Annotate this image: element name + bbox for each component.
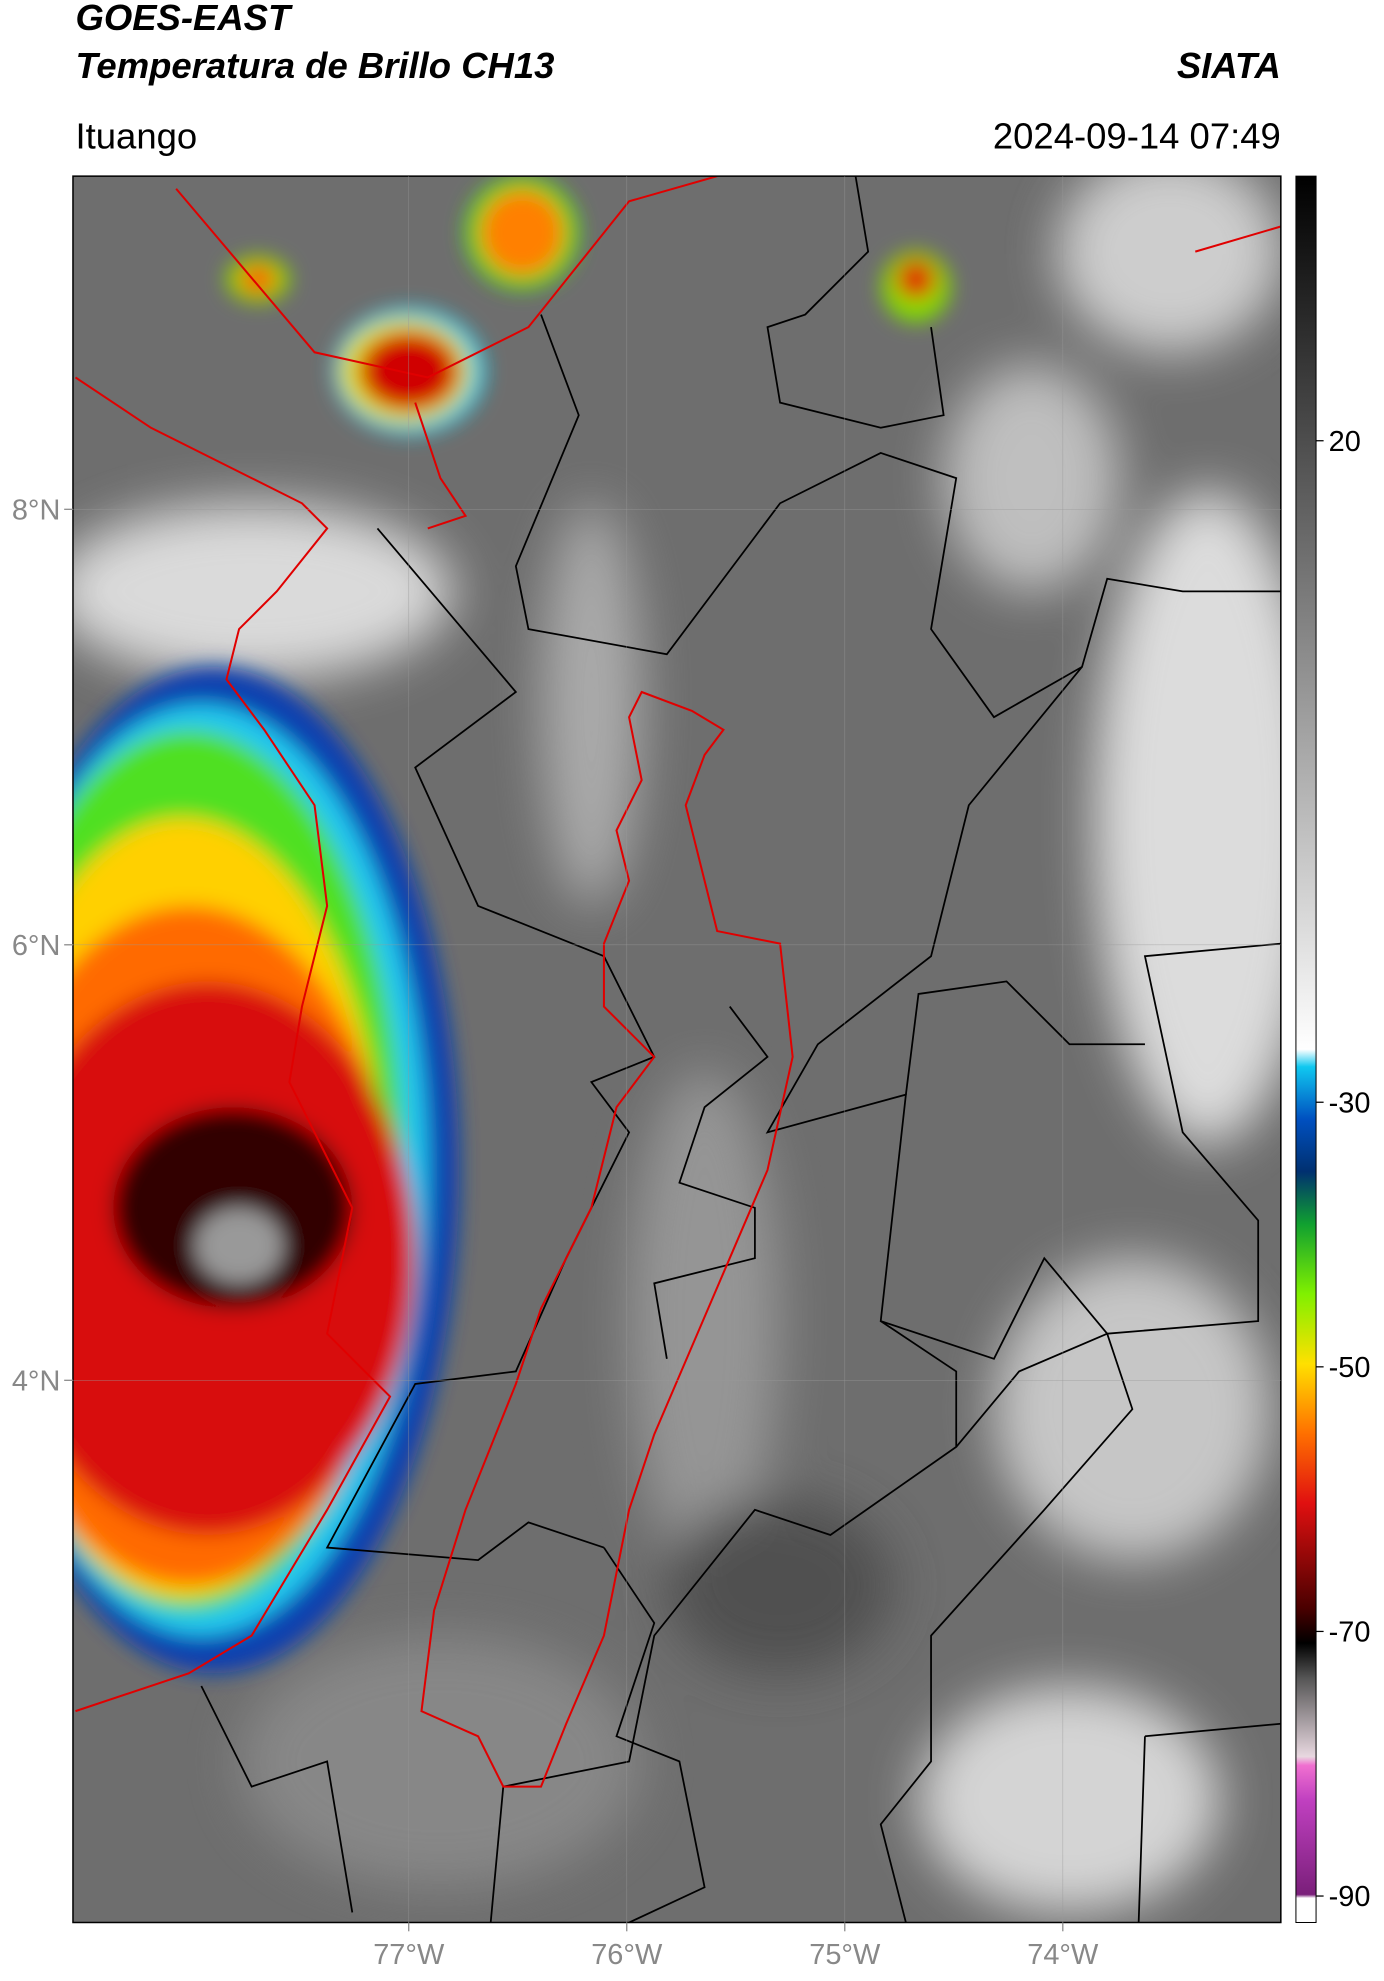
y-tick-label: 6°N	[12, 930, 61, 962]
colorbar-tick-label: -50	[1329, 1352, 1371, 1384]
y-tick-label: 8°N	[12, 494, 61, 526]
x-tick-label: 77°W	[373, 1939, 445, 1971]
axes: 77°W 76°W 75°W 74°W 8°N 6°N 4°N	[12, 176, 1281, 1971]
colorbar-tick-label: -70	[1329, 1617, 1371, 1649]
colorbar-tick-label: -90	[1329, 1881, 1371, 1913]
x-tick-label: 75°W	[809, 1939, 881, 1971]
x-tick-label: 76°W	[591, 1939, 663, 1971]
x-tick-label: 74°W	[1027, 1939, 1099, 1971]
colorbar-axis: 20 -30 -50 -70 -90	[1316, 426, 1370, 1913]
colorbar	[1295, 175, 1317, 1923]
colorbar-tick-label: -30	[1329, 1087, 1371, 1119]
map-frame	[72, 175, 1282, 1924]
y-tick-label: 4°N	[12, 1365, 61, 1397]
location: Ituango	[75, 115, 197, 156]
colorbar-tick-label: 20	[1329, 426, 1361, 458]
subtitle: Temperatura de Brillo CH13	[75, 45, 554, 86]
title: GOES-EAST	[75, 0, 293, 38]
satellite-image	[72, 176, 1281, 1923]
datetime: 2024-09-14 07:49	[993, 115, 1281, 156]
agency: SIATA	[1177, 45, 1281, 86]
